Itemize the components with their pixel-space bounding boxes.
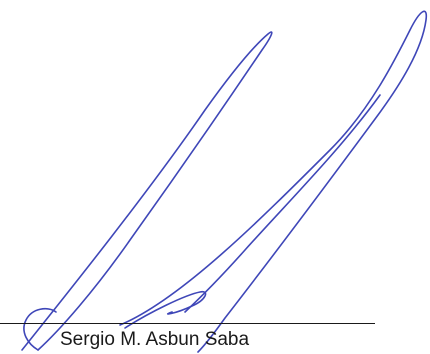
signature-stroke-right-loop bbox=[119, 10, 428, 353]
signature-stroke-sweep bbox=[184, 94, 381, 313]
signer-name: Sergio M. Asbun Saba bbox=[60, 329, 250, 350]
signature-line bbox=[0, 323, 375, 324]
signature-stroke-left-loop bbox=[21, 31, 273, 351]
signature-stroke-hook bbox=[23, 307, 57, 351]
signature-stroke-small-loop bbox=[124, 290, 207, 329]
